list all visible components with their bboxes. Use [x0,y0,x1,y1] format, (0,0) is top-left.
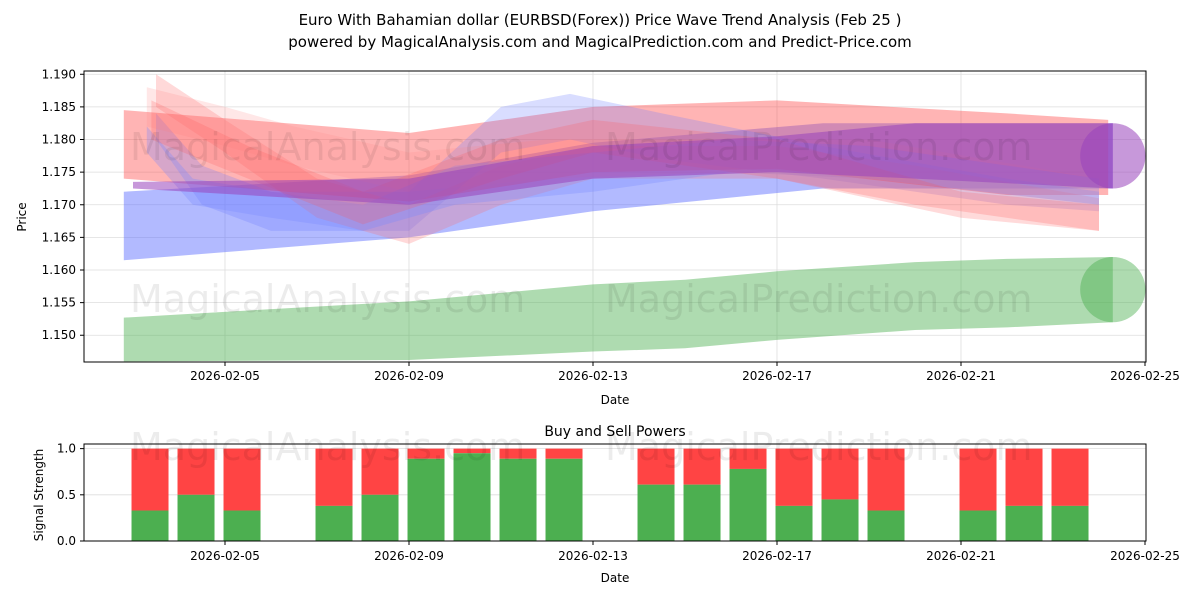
buy-bar [545,458,583,541]
buy-bar [775,505,813,541]
signal-chart-title: Buy and Sell Powers [544,424,685,440]
watermark: MagicalAnalysis.com [130,277,525,321]
bands [123,74,1146,362]
sell-bar [867,448,905,511]
sell-bar [1051,448,1089,506]
sell-bar [775,448,813,506]
buy-bar [453,453,491,541]
signal-chart: 0.0 0.5 1.0 2026-02-05 2026-02-09 2026-02-13 2… [57,442,1180,563]
buy-bar [177,494,215,541]
x-tick-label: 2026-02-05 [190,369,260,383]
buy-bar [821,499,859,541]
sell-bar [131,448,169,511]
sell-bar [453,448,491,454]
watermark: MagicalAnalysis.com [130,425,525,469]
x-tick-label: 2026-02-17 [742,549,812,563]
x-tick-label: 2026-02-21 [926,369,996,383]
sell-bar [959,448,997,511]
y-tick-label: 1.175 [42,165,76,179]
buy-bar [1051,505,1089,541]
buy-bar [131,510,169,541]
plot-frame [83,70,1147,363]
x-tick-label: 2026-02-09 [374,549,444,563]
x-tick-label: 2026-02-05 [190,549,260,563]
sell-bar [315,448,353,506]
y-tick-label: 1.170 [42,198,76,212]
x-tick-label: 2026-02-17 [742,369,812,383]
buy-bar [223,510,261,541]
watermark: MagicalPrediction.com [605,425,1033,469]
buy-bar [637,484,675,541]
chart-subtitle: powered by MagicalAnalysis.com and Magic… [288,33,912,51]
x-tick-label: 2026-02-25 [1110,369,1180,383]
sell-bar [407,448,445,459]
y-tick-label: 1.150 [42,328,76,342]
sell-bar [177,448,215,495]
y-tick-label: 1.190 [42,67,76,81]
buy-bar [407,458,445,541]
sell-bar [223,448,261,511]
sell-bar [1005,448,1043,506]
sell-bar [545,448,583,459]
x-axis-label: Date [601,393,630,407]
y-tick-label: 1.155 [42,296,76,310]
sell-bar [637,448,675,485]
y-tick-label: 1.185 [42,100,76,114]
y-tick-label: 1.180 [42,133,76,147]
watermark: MagicalPrediction.com [605,125,1033,169]
y-tick-label: 0.0 [57,534,76,548]
purple-trend-cap [1080,123,1146,189]
chart-title: Euro With Bahamian dollar (EURBSD(Forex)… [299,11,902,29]
watermark: MagicalAnalysis.com [130,125,525,169]
x-tick-label: 2026-02-13 [558,369,628,383]
green-forecast-cap [1080,256,1146,323]
buy-bar [959,510,997,541]
y-axis-label: Price [15,202,29,231]
signal-x-axis-label: Date [601,571,630,585]
plot-frame [83,443,1147,542]
purple-trend-band [133,123,1113,205]
y-tick-label: 1.160 [42,263,76,277]
x-tick-label: 2026-02-09 [374,369,444,383]
green-forecast-band [123,256,1113,362]
sell-bar [361,448,399,495]
price-chart: 1.150 1.155 1.160 1.165 1.170 1.175 1.180 1.185… [42,67,1180,383]
x-tick-label: 2026-02-13 [558,549,628,563]
buy-bar [361,494,399,541]
x-tick-label: 2026-02-25 [1110,549,1180,563]
buy-bar [1005,505,1043,541]
y-tick-label: 1.165 [42,230,76,244]
y-tick-label: 0.5 [57,488,76,502]
buy-bar [683,484,721,541]
buy-bar [315,505,353,541]
sell-bar [683,448,721,485]
sell-bar [499,448,537,459]
sell-bar [729,448,767,469]
y-tick-label: 1.0 [57,442,76,456]
buy-bar [729,468,767,541]
buy-bar [499,458,537,541]
x-tick-label: 2026-02-21 [926,549,996,563]
buy-bar [867,510,905,541]
signal-y-axis-label: Signal Strength [32,449,46,542]
sell-bar [821,448,859,500]
watermark: MagicalPrediction.com [605,277,1033,321]
